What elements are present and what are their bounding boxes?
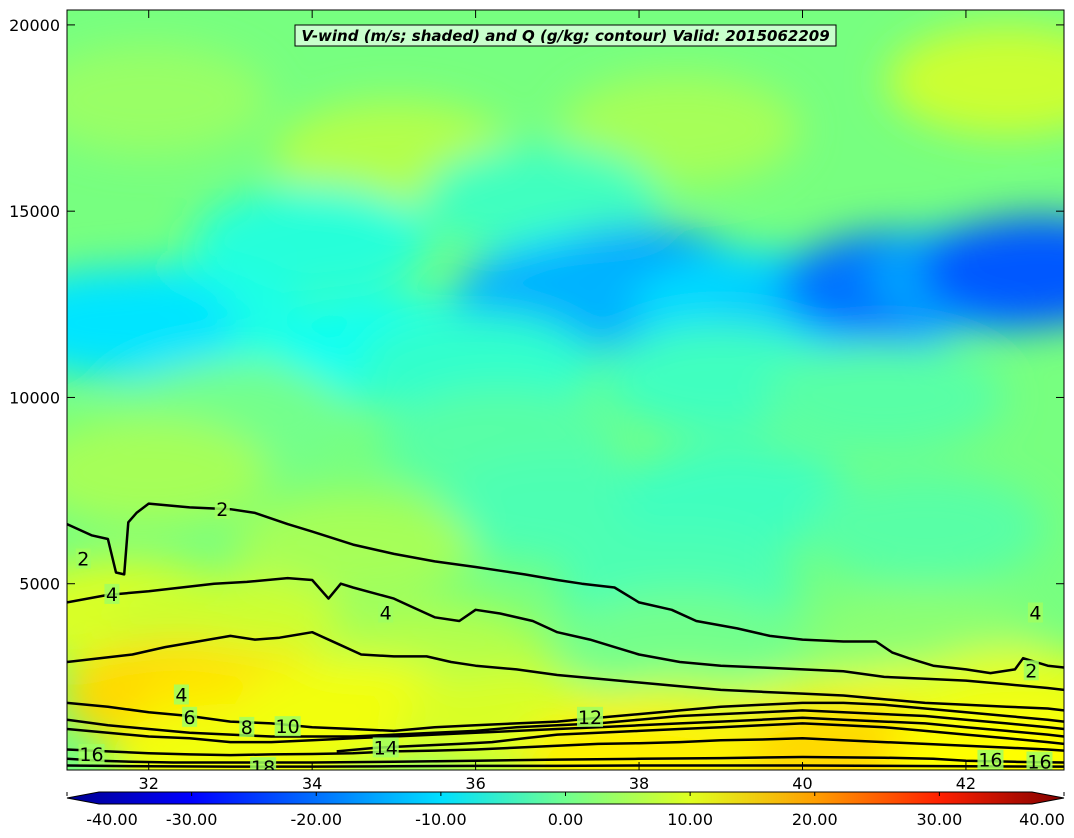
q-contour-14 bbox=[67, 737, 1064, 757]
chart-title: V-wind (m/s; shaded) and Q (g/kg; contou… bbox=[301, 27, 829, 45]
colorbar-tick-label: 40.00 bbox=[1019, 810, 1065, 829]
contour-label-knockout bbox=[1027, 602, 1043, 623]
contour-label-knockout bbox=[1023, 660, 1039, 681]
x-tick-label: 42 bbox=[956, 774, 976, 793]
q-contour-12 bbox=[336, 722, 1064, 753]
colorbar: -40.00 -30.00 -20.00 -10.00 0.00 10.00 20.00 30… bbox=[66, 791, 1065, 829]
q-contour-4 bbox=[67, 630, 1064, 712]
chart-title-background bbox=[294, 24, 837, 47]
contour-label: 2 bbox=[216, 499, 228, 521]
chart-title-box: V-wind (m/s; shaded) and Q (g/kg; contou… bbox=[294, 24, 837, 47]
q-contour-10 bbox=[67, 716, 1064, 744]
contour-label: 8 bbox=[241, 717, 253, 739]
shading-cell bbox=[886, 703, 1064, 770]
y-tick-label: 15000 bbox=[9, 202, 60, 221]
contour-label: 6 bbox=[184, 707, 196, 729]
x-tick-label: 40 bbox=[792, 774, 812, 793]
contour-label-knockout bbox=[378, 602, 394, 623]
colorbar-tick-label: 30.00 bbox=[916, 810, 962, 829]
q-contour-18 bbox=[67, 764, 1064, 768]
y-tick-label: 20000 bbox=[9, 16, 60, 35]
x-tick-label: 38 bbox=[629, 774, 649, 793]
contour-label-knockout bbox=[75, 548, 91, 569]
colorbar-tick-label: -20.00 bbox=[290, 810, 342, 829]
x-axis: 32 34 36 38 40 42 bbox=[139, 10, 976, 793]
contour-label: 14 bbox=[374, 737, 398, 759]
contour-label-knockout bbox=[977, 749, 1004, 770]
contour-label-knockout bbox=[214, 498, 230, 519]
shading-cell bbox=[559, 74, 800, 185]
contour-label: 16 bbox=[79, 744, 103, 766]
colorbar-tick-label: 20.00 bbox=[792, 810, 838, 829]
contour-label: 4 bbox=[106, 584, 118, 606]
contour-label-knockout bbox=[78, 744, 105, 765]
contour-label: 2 bbox=[77, 549, 89, 571]
colorbar-ticks: -40.00 -30.00 -20.00 -10.00 0.00 10.00 20.00 30… bbox=[66, 792, 1065, 829]
plot-frame bbox=[66, 9, 1065, 771]
colorbar-tick-label: 0.00 bbox=[548, 810, 584, 829]
shading-cell bbox=[805, 472, 1046, 583]
contour-layer bbox=[67, 502, 1064, 768]
shading-cell bbox=[919, 215, 1064, 326]
shading-cell bbox=[192, 185, 433, 296]
contour-label-knockout bbox=[577, 706, 604, 727]
shading-cell bbox=[67, 44, 269, 155]
y-axis: 5000 10000 15000 20000 bbox=[9, 16, 1064, 594]
contour-label-knockout bbox=[250, 757, 277, 770]
contour-label: 10 bbox=[276, 716, 300, 738]
y-tick-label: 10000 bbox=[9, 388, 60, 407]
contour-label-knockout bbox=[182, 706, 198, 727]
colorbar-tick-label: -10.00 bbox=[415, 810, 467, 829]
contour-label-knockout bbox=[173, 684, 189, 705]
shading-cell bbox=[559, 592, 800, 703]
contour-label-knockout bbox=[274, 716, 301, 737]
y-tick-label: 5000 bbox=[19, 575, 60, 594]
q-contour-16 bbox=[67, 755, 1064, 764]
contour-label: 4 bbox=[1029, 603, 1041, 625]
x-tick-label: 32 bbox=[139, 774, 159, 793]
shading-cell bbox=[233, 491, 474, 602]
shading-cell bbox=[420, 145, 661, 255]
q-contour-2 bbox=[67, 502, 1064, 675]
contour-label: 4 bbox=[380, 603, 392, 625]
contour-label-knockout bbox=[372, 737, 399, 758]
shading-cell bbox=[67, 267, 236, 378]
shading-cell bbox=[764, 342, 1005, 453]
contour-label: 16 bbox=[1027, 752, 1051, 774]
x-tick-label: 36 bbox=[465, 774, 485, 793]
colorbar-tick-label: -40.00 bbox=[86, 810, 138, 829]
contour-label: 4 bbox=[175, 684, 187, 706]
shading-cell bbox=[886, 25, 1064, 136]
contour-label: 2 bbox=[1025, 660, 1037, 682]
contour-label-knockout bbox=[239, 716, 255, 737]
shading-cell bbox=[617, 443, 858, 554]
shading-cell bbox=[437, 454, 678, 565]
contour-label-knockout bbox=[1026, 751, 1053, 770]
x-tick-label: 34 bbox=[302, 774, 322, 793]
contour-label: 16 bbox=[978, 750, 1002, 772]
contour-label: 18 bbox=[251, 757, 275, 779]
q-contour-4 bbox=[67, 576, 1064, 692]
colorbar-tick-label: 10.00 bbox=[667, 810, 713, 829]
contour-label: 12 bbox=[578, 707, 602, 729]
shading-layer bbox=[67, 25, 1064, 770]
colorbar-tick-label: -30.00 bbox=[166, 810, 218, 829]
contour-label-knockout bbox=[104, 583, 120, 604]
